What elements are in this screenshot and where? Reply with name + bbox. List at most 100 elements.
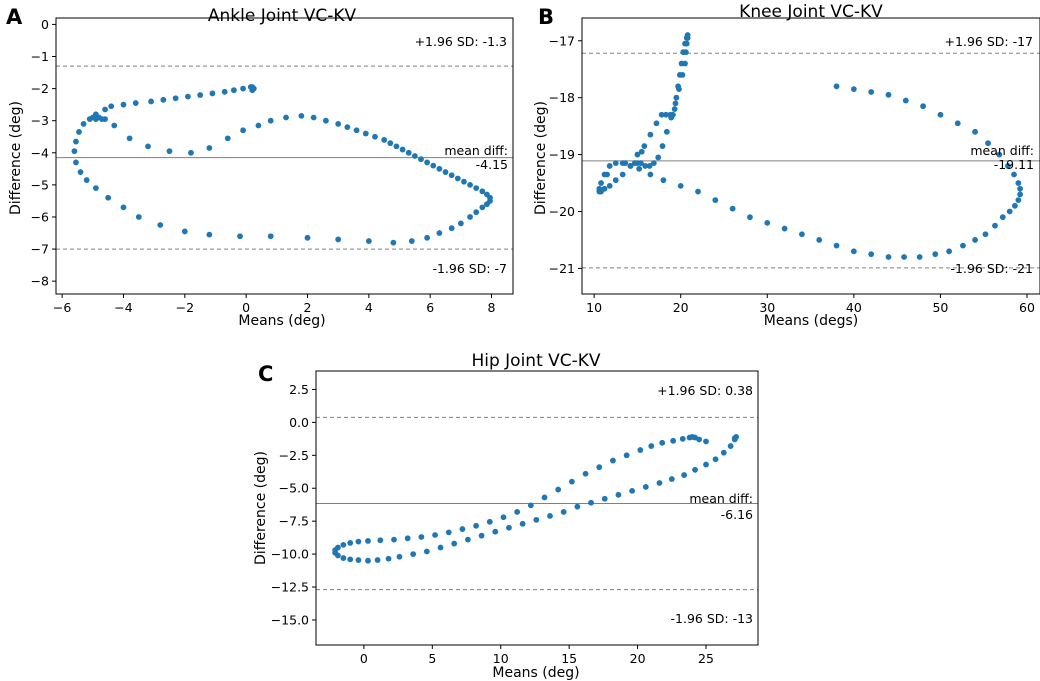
ankle-xtick-label: 0 bbox=[242, 300, 250, 315]
ankle-xtick-label: 8 bbox=[488, 300, 496, 315]
ankle-data-point bbox=[108, 103, 115, 110]
knee-data-point bbox=[799, 231, 805, 238]
hip-data-point bbox=[541, 494, 548, 501]
knee-data-point bbox=[672, 100, 679, 107]
hip-data-point bbox=[464, 536, 471, 543]
ankle-title: Ankle Joint VC-KV bbox=[208, 6, 357, 26]
knee-data-point bbox=[622, 160, 629, 167]
hip-data-point bbox=[423, 548, 430, 555]
knee-data-point bbox=[1015, 180, 1022, 186]
knee-ytick-label: −17 bbox=[549, 33, 575, 48]
ankle-reference-lines bbox=[56, 65, 513, 250]
ankle-data-point bbox=[209, 90, 216, 97]
knee-data-point bbox=[676, 86, 682, 93]
ankle-data-point bbox=[230, 87, 237, 94]
knee-data-point bbox=[660, 177, 667, 184]
knee-data-point bbox=[972, 128, 978, 135]
knee-data-point bbox=[1017, 185, 1023, 192]
ankle-xtick-label: 2 bbox=[304, 300, 312, 315]
hip-ytick-label: −2.5 bbox=[279, 448, 309, 463]
hip-data-point bbox=[692, 466, 698, 473]
ankle-data-point bbox=[411, 153, 418, 159]
hip-data-point bbox=[385, 555, 392, 562]
ankle-data-point bbox=[83, 177, 90, 183]
knee-data-point bbox=[627, 163, 634, 169]
knee-xtick-label: 40 bbox=[846, 300, 862, 315]
ankle-data-point bbox=[387, 140, 394, 147]
ankle-data-point bbox=[353, 127, 360, 134]
hip-data-point bbox=[418, 534, 425, 540]
knee-xtick-label: 30 bbox=[759, 300, 775, 315]
ankle-data-point bbox=[172, 95, 179, 102]
hip-data-point bbox=[365, 557, 371, 564]
knee-data-point bbox=[833, 83, 840, 90]
hip-data-point bbox=[656, 480, 663, 486]
knee-ytick-label: −18 bbox=[549, 90, 575, 105]
knee-data-point bbox=[650, 160, 657, 167]
ankle-xtick-label: 4 bbox=[365, 300, 373, 315]
knee-ytick-label: −21 bbox=[549, 261, 575, 276]
knee-data-point bbox=[1011, 171, 1017, 178]
knee-xtick-label: 20 bbox=[673, 300, 689, 315]
knee-data-point bbox=[598, 180, 604, 186]
hip-data-point bbox=[582, 470, 589, 477]
hip-plot: C Hip Joint VC-KV Means (deg) Difference… bbox=[253, 351, 759, 681]
ankle-ytick-label: −6 bbox=[31, 209, 49, 224]
knee-data-point bbox=[682, 49, 689, 56]
knee-data-point bbox=[885, 91, 892, 98]
ankle-data-point bbox=[424, 234, 431, 241]
hip-data-point bbox=[519, 520, 526, 527]
knee-data-point bbox=[850, 248, 857, 255]
ankle-data-point bbox=[188, 149, 194, 156]
hip-data-point bbox=[478, 532, 485, 539]
knee-ylabel: Difference (deg) bbox=[533, 101, 549, 215]
knee-mean-value: -19.11 bbox=[994, 157, 1034, 172]
hip-ytick-label: 2.5 bbox=[289, 382, 309, 397]
ankle-ytick-label: 0 bbox=[41, 17, 49, 32]
ankle-data-point bbox=[442, 169, 449, 175]
hip-data-point bbox=[334, 544, 341, 551]
hip-lower-sd-label: -1.96 SD: -13 bbox=[671, 611, 753, 626]
hip-xlabel: Means (deg) bbox=[492, 665, 579, 681]
hip-data-point bbox=[410, 551, 417, 558]
ankle-data-point bbox=[335, 236, 342, 243]
knee-data-point bbox=[641, 143, 648, 149]
knee-data-point bbox=[683, 40, 690, 47]
knee-data-point bbox=[985, 140, 991, 147]
knee-data-point bbox=[606, 163, 613, 169]
hip-data-point bbox=[500, 514, 507, 521]
ankle-data-point bbox=[105, 194, 112, 201]
ankle-data-point bbox=[73, 138, 79, 145]
ankle-data-point bbox=[365, 238, 372, 244]
ankle-ylabel: Difference (deg) bbox=[8, 101, 24, 215]
hip-data-point bbox=[340, 541, 347, 548]
ankle-lower-sd-label: -1.96 SD: -7 bbox=[432, 261, 507, 276]
ankle-xlabel: Means (deg) bbox=[238, 313, 325, 329]
ankle-data-point bbox=[166, 148, 173, 155]
ankle-data-point bbox=[197, 92, 204, 98]
hip-data-point bbox=[601, 495, 608, 502]
hip-data-point bbox=[437, 544, 444, 551]
knee-data-point bbox=[902, 97, 909, 104]
knee-data-point bbox=[638, 148, 645, 155]
ankle-data-point bbox=[283, 114, 289, 121]
knee-data-point bbox=[631, 160, 638, 167]
hip-ytick-label: −12.5 bbox=[271, 580, 309, 595]
ankle-data-point bbox=[148, 98, 154, 105]
knee-data-point bbox=[1006, 208, 1013, 215]
ankle-data-point bbox=[145, 143, 151, 150]
knee-data-point bbox=[1005, 163, 1011, 169]
ankle-data-point bbox=[448, 172, 455, 179]
ankle-ytick-label: −5 bbox=[31, 177, 49, 192]
ankle-data-point bbox=[473, 185, 480, 191]
knee-data-point bbox=[868, 251, 875, 258]
knee-data-point bbox=[646, 163, 653, 169]
ankle-data-point bbox=[237, 233, 243, 240]
knee-data-point bbox=[619, 171, 626, 178]
ankle-xtick-label: −4 bbox=[114, 300, 132, 315]
ankle-data-point bbox=[467, 181, 473, 188]
ankle-data-point bbox=[344, 124, 351, 131]
hip-mean-label: mean diff: bbox=[689, 491, 753, 506]
ankle-ytick-label: −8 bbox=[31, 274, 49, 289]
